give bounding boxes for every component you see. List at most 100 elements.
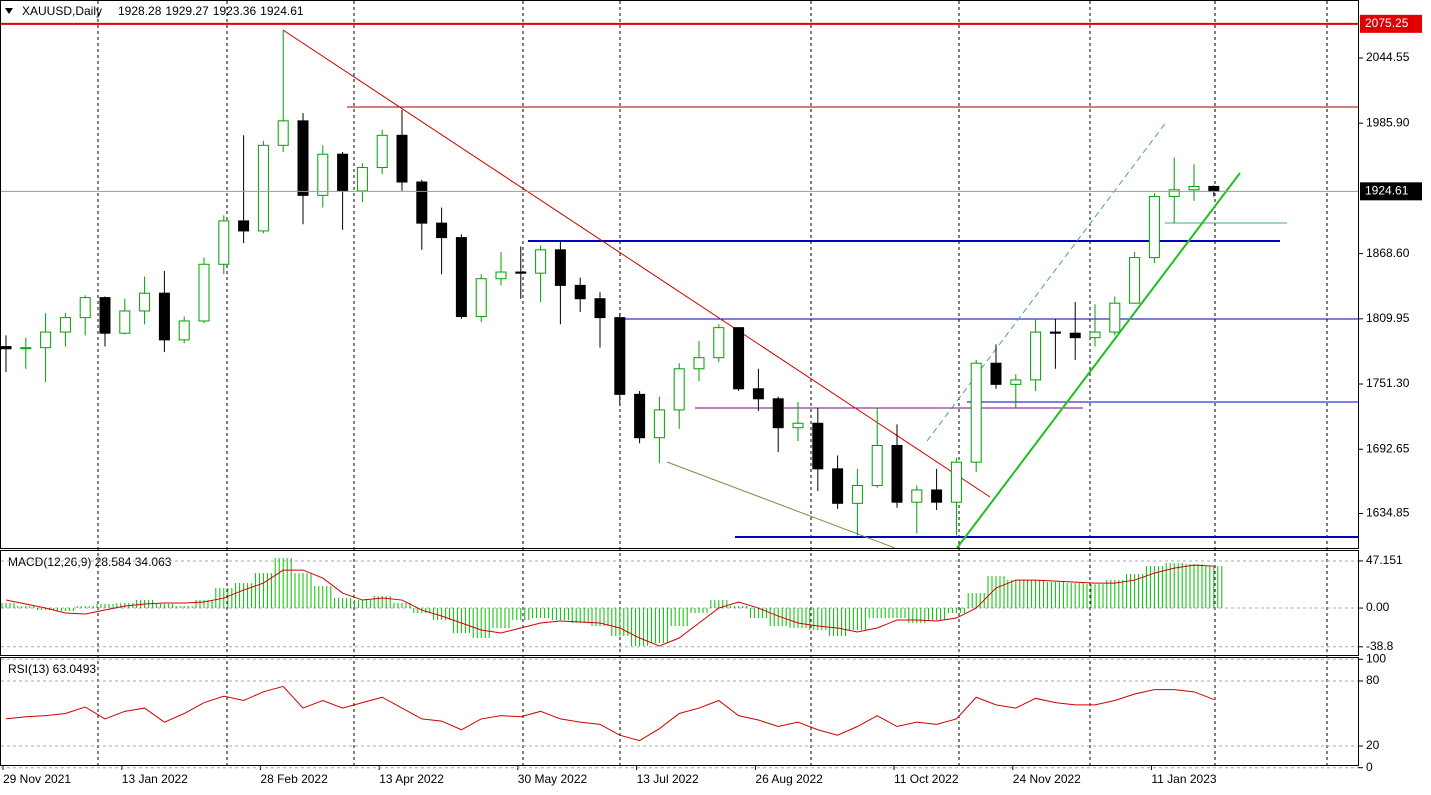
candle-body (59, 317, 71, 333)
candle-body (376, 134, 388, 169)
y-tick-label: 0 (1366, 760, 1373, 774)
candle-body (119, 310, 131, 334)
candle-body (139, 292, 151, 312)
y-tick-label: 100 (1366, 651, 1386, 665)
candle-body (1148, 195, 1160, 259)
x-tick-label: 11 Oct 2022 (894, 772, 959, 786)
x-tick-label: 30 May 2022 (518, 772, 588, 786)
candle-body (178, 320, 190, 341)
candle-body (1030, 331, 1042, 381)
candle-body (297, 120, 309, 196)
trend-line (282, 29, 991, 498)
candle-body (515, 271, 527, 274)
candle-body (0, 346, 12, 350)
candle-body (693, 357, 705, 370)
candle-body (772, 398, 784, 429)
candle-body (535, 249, 547, 274)
candle-body (257, 144, 269, 232)
macd-panel (0, 550, 1359, 656)
candle-body (970, 362, 982, 463)
candle-body (495, 271, 507, 280)
y-tick-label: 1751.30 (1366, 376, 1410, 390)
last-price-tag (1360, 182, 1422, 201)
candle-body (634, 393, 646, 439)
y-tick-label: 1692.65 (1366, 441, 1410, 455)
candle-body (317, 153, 329, 196)
x-tick-label: 24 Nov 2022 (1013, 772, 1081, 786)
y-tick-label: 1985.90 (1366, 115, 1410, 129)
candle-body (416, 181, 428, 224)
chart-title: XAUUSD,Daily (22, 4, 102, 18)
ohlc-value: 1929.27 (165, 4, 209, 18)
ohlc-value: 1923.36 (213, 4, 257, 18)
x-tick-label: 29 Nov 2021 (3, 772, 71, 786)
candle-body (277, 120, 289, 146)
time-separators (97, 1, 1328, 765)
candle-body (931, 489, 943, 503)
rsi-panel (0, 657, 1359, 766)
candle-body (1089, 331, 1101, 339)
candle-body (238, 220, 250, 232)
candle-body (950, 461, 962, 503)
rsi-title: RSI(13) 63.0493 (8, 662, 96, 676)
candle-body (158, 292, 170, 341)
candle-body (1168, 189, 1180, 197)
candle-body (851, 485, 863, 504)
rsi-line (5, 685, 1214, 742)
price-panel (0, 0, 1359, 549)
candle-body (653, 409, 665, 439)
candle-body (990, 362, 1002, 385)
candle-body (911, 489, 923, 503)
y-tick-label: 47.151 (1366, 553, 1403, 567)
candle-body (455, 237, 467, 318)
candle-body (1010, 379, 1022, 385)
candle-body (832, 468, 844, 504)
x-tick-label: 13 Jul 2022 (637, 772, 699, 786)
candle-body (1208, 185, 1220, 192)
candle-body (218, 220, 230, 265)
candle-body (1049, 331, 1061, 334)
candle-body (752, 388, 764, 400)
ohlc-value: 1928.28 (118, 4, 162, 18)
x-tick-label: 11 Jan 2023 (1151, 772, 1216, 786)
candle-body (1129, 257, 1141, 304)
last-price-label: 1924.61 (1365, 183, 1409, 197)
candle-body (1188, 185, 1200, 191)
macd-title: MACD(12,26,9) 28.584 34.063 (8, 555, 172, 569)
y-tick-label: 0.00 (1366, 600, 1390, 614)
candle-body (40, 331, 52, 349)
candle-body (891, 444, 903, 503)
candle-body (337, 153, 349, 192)
candle-body (396, 134, 408, 183)
candle-body (198, 263, 210, 322)
candle-body (475, 278, 487, 318)
candle-body (812, 422, 824, 470)
candle-body (436, 222, 448, 239)
trend-line (956, 172, 1241, 549)
candle-body (1109, 302, 1121, 333)
y-tick-label: 80 (1366, 673, 1380, 687)
candle-body (733, 327, 745, 390)
y-tick-label: 2044.55 (1366, 50, 1410, 64)
signal-line (5, 564, 1214, 647)
channel-line (926, 120, 1168, 442)
x-tick-label: 26 Aug 2022 (755, 772, 823, 786)
y-tick-label: 1809.95 (1366, 311, 1410, 325)
candle-body (20, 347, 32, 350)
collapse-icon[interactable] (5, 8, 13, 14)
y-tick-label: -38.8 (1366, 639, 1394, 653)
candle-body (554, 249, 566, 286)
candle-body (673, 368, 685, 411)
y-tick-label: 1868.60 (1366, 246, 1410, 260)
x-tick-label: 28 Feb 2022 (260, 772, 328, 786)
candle-body (792, 422, 804, 429)
y-tick-label: 1634.85 (1366, 506, 1410, 520)
ohlc-value: 1924.61 (260, 4, 304, 18)
candle-body (871, 444, 883, 487)
level-tag (1360, 14, 1422, 33)
candle-body (713, 327, 725, 359)
candle-body (356, 167, 368, 192)
candle-body (614, 317, 626, 395)
